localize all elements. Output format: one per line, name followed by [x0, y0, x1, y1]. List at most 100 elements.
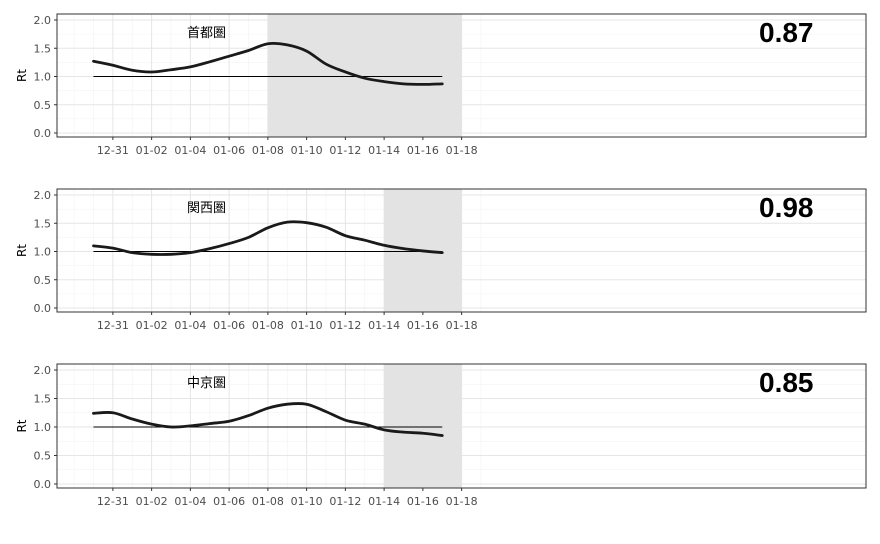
rt-data-point — [325, 226, 327, 229]
y-tick-label: 1.5 — [34, 393, 52, 406]
y-tick-label: 0.0 — [34, 127, 52, 140]
current-rt-value: 0.85 — [759, 367, 814, 398]
x-tick-label: 12-31 — [97, 495, 129, 508]
y-tick-label: 1.5 — [34, 42, 52, 55]
y-tick-label: 2.0 — [34, 364, 52, 377]
rt-data-point — [325, 63, 327, 65]
rt-data-point — [228, 55, 230, 57]
rt-data-point — [228, 420, 230, 423]
x-tick-label: 01-06 — [213, 144, 245, 157]
x-tick-label: 01-12 — [329, 495, 361, 508]
rt-data-point — [305, 221, 308, 224]
rt-data-point — [170, 68, 172, 71]
rt-data-point — [344, 234, 347, 237]
x-tick-label: 01-06 — [213, 495, 245, 508]
rt-data-point — [112, 64, 114, 66]
current-rt-value: 0.98 — [759, 192, 814, 223]
rt-data-point — [170, 253, 172, 256]
rt-data-point — [441, 83, 444, 85]
rt-data-point — [344, 419, 347, 421]
rt-data-point — [286, 403, 289, 406]
x-tick-label: 01-06 — [213, 319, 245, 332]
y-axis-label: Rt — [15, 244, 29, 257]
rt-data-point — [325, 410, 327, 413]
rt-data-point — [267, 42, 269, 45]
rt-data-point — [150, 423, 153, 425]
x-tick-label: 01-10 — [291, 319, 323, 332]
y-tick-label: 2.0 — [34, 189, 52, 202]
rt-data-point — [92, 245, 95, 247]
rt-data-point — [131, 69, 134, 72]
rt-data-point — [208, 422, 211, 425]
x-tick-label: 01-10 — [291, 144, 323, 157]
rt-data-point — [267, 407, 269, 409]
y-tick-label: 1.5 — [34, 217, 52, 230]
y-axis-label: Rt — [15, 419, 29, 432]
current-rt-value: 0.87 — [759, 17, 814, 48]
rt-data-point — [189, 251, 192, 254]
rt-data-point — [344, 71, 347, 73]
y-axis-label: Rt — [15, 69, 29, 82]
rt-data-point — [228, 242, 230, 245]
x-tick-label: 01-14 — [368, 319, 400, 332]
rt-data-point — [441, 251, 444, 254]
rt-data-point — [150, 253, 153, 256]
chart-panel: 0.0 0.5 1.0 1.5 2.0 12-31 01-02 01-04 01-06 01-08… — [15, 363, 867, 508]
y-tick-label: 0.0 — [34, 478, 52, 491]
y-tick-label: 0.5 — [34, 450, 52, 463]
rt-data-point — [383, 429, 385, 431]
region-label: 中京圏 — [187, 376, 226, 391]
rt-data-point — [441, 434, 444, 437]
rt-data-point — [131, 418, 134, 420]
rt-data-point — [422, 432, 424, 435]
x-tick-label: 01-08 — [252, 495, 284, 508]
chart-panel: 0.0 0.5 1.0 1.5 2.0 12-31 01-02 01-04 01-06 01-08… — [15, 188, 867, 332]
x-tick-label: 01-04 — [174, 144, 206, 157]
rt-data-point — [422, 250, 424, 252]
rt-data-point — [422, 83, 424, 86]
x-tick-label: 01-16 — [407, 144, 439, 157]
x-tick-label: 01-10 — [291, 495, 323, 508]
x-tick-label: 01-04 — [174, 319, 206, 332]
x-tick-label: 01-12 — [329, 319, 361, 332]
rt-data-point — [305, 403, 308, 406]
x-tick-label: 12-31 — [97, 144, 129, 157]
rt-data-point — [286, 44, 289, 46]
x-tick-label: 01-02 — [136, 495, 168, 508]
rt-data-point — [208, 61, 211, 63]
rt-data-point — [247, 236, 250, 239]
rt-data-point — [286, 221, 289, 223]
shaded-projection-band — [267, 14, 462, 137]
region-label: 首都圏 — [187, 26, 226, 41]
rt-data-point — [383, 244, 385, 247]
x-tick-label: 01-14 — [368, 144, 400, 157]
rt-data-point — [267, 226, 269, 229]
rt-data-point — [402, 83, 405, 85]
rt-data-point — [92, 412, 95, 415]
rt-data-point — [92, 60, 95, 63]
rt-data-point — [363, 77, 366, 79]
rt-data-point — [402, 431, 405, 433]
y-tick-label: 1.0 — [34, 246, 52, 259]
region-label: 関西圏 — [187, 201, 226, 216]
x-tick-label: 12-31 — [97, 319, 129, 332]
rt-data-point — [150, 71, 153, 73]
y-tick-label: 0.0 — [34, 302, 52, 315]
shaded-projection-band — [384, 364, 462, 488]
x-tick-label: 01-04 — [174, 495, 206, 508]
rt-data-point — [247, 414, 250, 417]
y-tick-label: 0.5 — [34, 274, 52, 287]
x-tick-label: 01-02 — [136, 144, 168, 157]
x-tick-label: 01-08 — [252, 319, 284, 332]
rt-data-point — [383, 80, 385, 83]
x-tick-label: 01-18 — [446, 144, 478, 157]
y-tick-label: 1.0 — [34, 421, 52, 434]
x-tick-label: 01-16 — [407, 319, 439, 332]
rt-data-point — [189, 66, 192, 68]
x-tick-label: 01-18 — [446, 495, 478, 508]
y-tick-label: 2.0 — [34, 14, 52, 27]
x-tick-label: 01-18 — [446, 319, 478, 332]
rt-data-point — [305, 50, 308, 52]
y-tick-label: 0.5 — [34, 99, 52, 112]
